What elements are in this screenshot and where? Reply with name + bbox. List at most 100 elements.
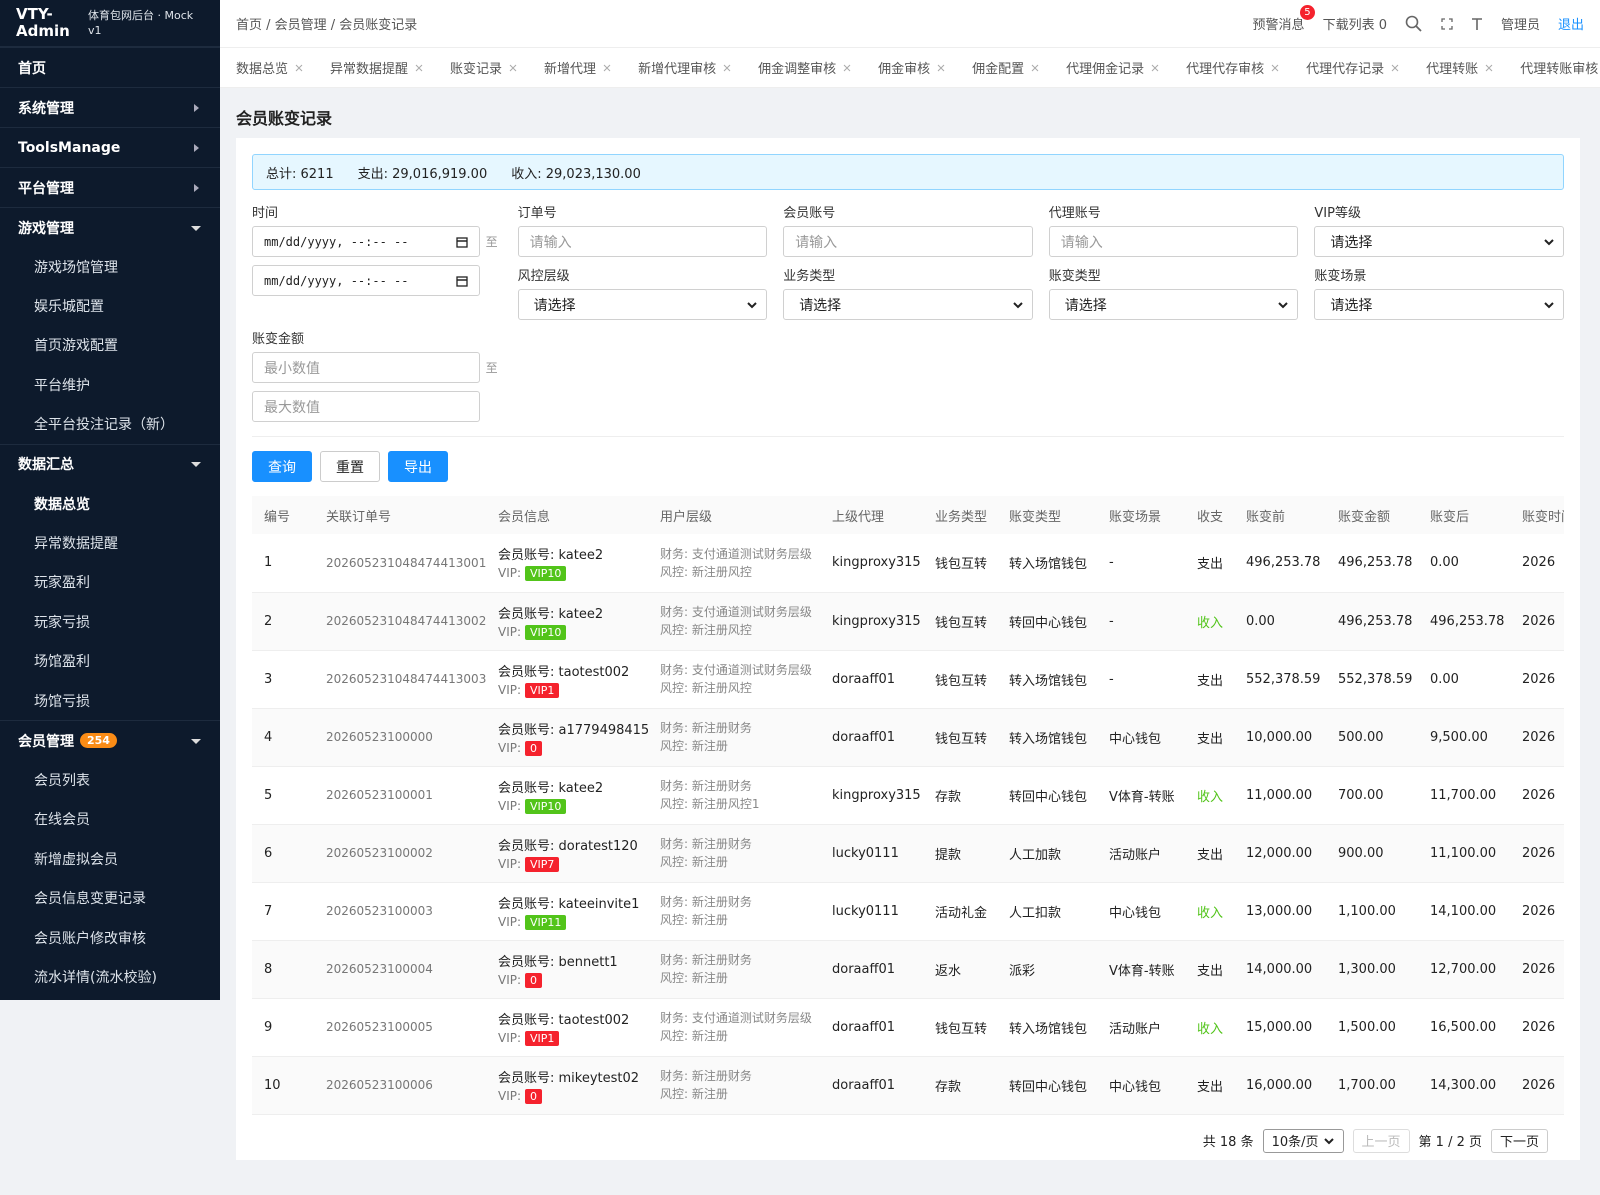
placeholder: mm/dd/yyyy, --:-- -- [264, 234, 409, 249]
text-input[interactable]: 请输入 [517, 226, 768, 257]
cell-after: 14,300.00 [1418, 1056, 1510, 1115]
tab[interactable]: 佣金调整审核 [742, 58, 862, 77]
thead: 编号 关联订单号 会员信息 用户层级 上级代理 业务类型 账变类型 账变场景 收支 账变前 账变金额… [252, 496, 1564, 534]
downloads[interactable]: 下载列表 0 [1322, 18, 1387, 33]
select[interactable]: 请选择 [517, 289, 768, 320]
next-button[interactable]: 下一页 [1490, 1128, 1548, 1153]
brand-name: VTY-Admin [16, 5, 70, 40]
column-header: 账变时间 [1510, 496, 1564, 534]
submenu-item[interactable]: 会员列表 [34, 772, 90, 789]
submenu-item[interactable]: 在线会员 [34, 812, 90, 829]
button[interactable]: 查询 [252, 451, 312, 482]
user[interactable]: 管理员 [1500, 18, 1540, 33]
submenu-item[interactable]: 平台维护 [34, 377, 90, 394]
menu-item[interactable]: 会员管理 254 [0, 720, 220, 760]
fullscreen-icon-svg [1441, 17, 1453, 30]
tab[interactable]: 新增代理审核 [622, 58, 742, 77]
tab[interactable]: 代理佣金记录 [1050, 58, 1170, 77]
column-header: 账变类型 [997, 496, 1097, 534]
submenu-item[interactable]: 数据总览 [34, 496, 90, 513]
cell-amount: 900.00 [1326, 824, 1418, 883]
tab-close-svg [509, 64, 517, 71]
menu-item[interactable]: 平台管理 [0, 167, 220, 207]
menu-item[interactable]: 游戏管理 [0, 207, 220, 247]
tab-label: 佣金调整审核 [758, 62, 837, 77]
button[interactable]: 导出 [388, 451, 448, 482]
cell-biz-type: 钱包互转 [923, 998, 997, 1057]
submenu-item[interactable]: 玩家亏损 [34, 614, 90, 631]
finance-layer: 财务: 新注册财务 [660, 895, 752, 909]
logout[interactable]: 退出 [1557, 18, 1584, 33]
menu-item[interactable]: 数据汇总 [0, 443, 220, 484]
number-input[interactable]: 最大数值 [252, 391, 480, 422]
caret-down [190, 458, 202, 470]
prev-button[interactable]: 上一页 [1352, 1128, 1410, 1153]
tab-close-svg [1391, 64, 1399, 71]
cell-agent: doraaff01 [820, 940, 923, 999]
number-input[interactable]: 最小数值 [252, 352, 480, 383]
filter: 时间 mm/dd/yyyy, --:-- -- 至 mm/dd/yyyy, --:--… [252, 202, 502, 320]
tab[interactable]: 佣金配置 [956, 58, 1050, 77]
select[interactable]: 请选择 [783, 289, 1033, 320]
datetime-input[interactable]: mm/dd/yyyy, --:-- -- [252, 265, 480, 296]
tab[interactable]: 代理代存记录 [1290, 58, 1410, 77]
text-input[interactable]: 请输入 [1048, 226, 1299, 257]
select-arrow [1543, 299, 1555, 311]
button[interactable]: 重置 [320, 451, 380, 482]
select[interactable]: 请选择 [1314, 226, 1564, 257]
select-arrow-svg [1323, 1137, 1334, 1144]
text-input[interactable]: 请输入 [783, 226, 1033, 257]
top-bar: 首页 / 会员管理 / 会员账变记录 预警消息 5 下载列表 0 管理员 退出 [220, 0, 1600, 48]
caret-right-svg [194, 183, 199, 192]
cell-agent: doraaff01 [820, 708, 923, 767]
alerts[interactable]: 预警消息 5 [1253, 5, 1315, 33]
submenu-item[interactable]: 全平台投注记录（新） [34, 417, 174, 434]
member-account: 会员账号: katee2 [498, 548, 604, 564]
submenu-item[interactable]: 流水详情(流水校验) [34, 969, 157, 986]
column-header: 业务类型 [923, 496, 997, 534]
submenu-item[interactable]: 会员账户修改审核 [34, 930, 146, 947]
tab[interactable]: 账变记录 [434, 58, 528, 77]
submenu-item[interactable]: 娱乐城配置 [34, 299, 104, 316]
submenu-item[interactable]: 首页游戏配置 [34, 338, 118, 355]
menu-item[interactable]: 首页 [0, 47, 220, 87]
select[interactable]: 请选择 [1048, 289, 1299, 320]
submenu-item[interactable]: 新增虚拟会员 [34, 851, 118, 868]
submenu-item[interactable]: 异常数据提醒 [34, 536, 118, 553]
cell-change-type: 转回中心钱包 [997, 592, 1097, 651]
cell-change-type: 转入场馆钱包 [997, 534, 1097, 593]
menu-item[interactable]: 系统管理 [0, 87, 220, 127]
submenu-item[interactable]: 玩家盈利 [34, 575, 90, 592]
tab[interactable]: 佣金审核 [862, 58, 956, 77]
cell-amount: 700.00 [1326, 766, 1418, 825]
tab[interactable]: 代理代存审核 [1170, 58, 1290, 77]
cell-before: 0.00 [1234, 592, 1326, 651]
page-size[interactable]: 10条/页 [1262, 1128, 1344, 1153]
table: 编号 关联订单号 会员信息 用户层级 上级代理 业务类型 账变类型 账变场景 收支 账变前 账变金额… [252, 496, 1564, 1115]
tab[interactable]: 异常数据提醒 [314, 58, 434, 77]
submenu-item[interactable]: 游戏场馆管理 [34, 259, 118, 276]
datetime-input[interactable]: mm/dd/yyyy, --:-- -- [252, 226, 480, 257]
select[interactable]: 请选择 [1314, 289, 1564, 320]
column-header: 账变前 [1234, 496, 1326, 534]
vip-badge: 0 [525, 1088, 543, 1104]
cell-amount: 1,300.00 [1326, 940, 1418, 999]
tab[interactable]: 代理转账审核 [1504, 58, 1600, 77]
submenu-item[interactable]: 会员信息变更记录 [34, 891, 146, 908]
cell-scene: - [1097, 592, 1185, 651]
submenu-item[interactable]: 场馆盈利 [34, 654, 90, 671]
tab[interactable]: 数据总览 [220, 58, 314, 77]
finance-layer: 财务: 新注册财务 [660, 837, 752, 851]
tab[interactable]: 代理转账 [1410, 58, 1504, 77]
cell-id: 3 [252, 650, 314, 709]
vip-label: VIP: [498, 566, 522, 581]
range-row: mm/dd/yyyy, --:-- -- 至 [252, 226, 502, 257]
cell-after: 11,700.00 [1418, 766, 1510, 825]
filter-label: 会员账号 [783, 206, 836, 221]
cell-id: 6 [252, 824, 314, 883]
tab[interactable]: 新增代理 [528, 58, 622, 77]
menu-label: 平台管理 [18, 180, 74, 197]
menu-item[interactable]: ToolsManage [0, 127, 220, 167]
submenu-item[interactable]: 场馆亏损 [34, 693, 90, 710]
tab-close [842, 63, 852, 73]
